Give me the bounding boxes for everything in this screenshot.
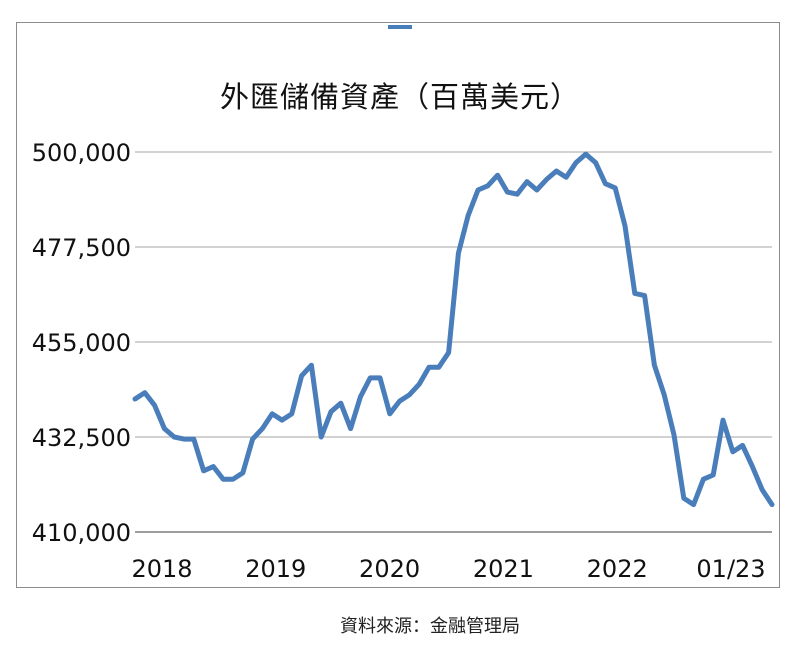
data-point — [407, 393, 411, 397]
data-point — [456, 251, 460, 255]
data-point — [368, 376, 372, 380]
data-point — [192, 437, 196, 441]
data-point — [260, 427, 264, 431]
data-point — [329, 410, 333, 414]
data-point — [633, 291, 637, 295]
x-tick-label: 2019 — [245, 555, 306, 583]
x-tick-label: 01/23 — [696, 555, 765, 583]
data-point — [574, 161, 578, 165]
data-point — [613, 186, 617, 190]
data-point — [603, 182, 607, 186]
data-point — [701, 477, 705, 481]
data-point — [711, 473, 715, 477]
chart-title: 外匯儲備資產（百萬美元） — [219, 80, 580, 114]
data-point — [525, 180, 529, 184]
series-line — [132, 151, 775, 508]
data-point — [172, 435, 176, 439]
data-point — [584, 152, 588, 156]
data-point — [594, 161, 598, 165]
legend-swatch — [388, 25, 412, 29]
data-point — [515, 192, 519, 196]
source-note: 資料來源：金融管理局 — [340, 616, 520, 637]
data-point — [417, 382, 421, 386]
y-tick-label: 477,500 — [32, 234, 131, 262]
data-point — [486, 184, 490, 188]
data-point — [447, 351, 451, 355]
data-point — [211, 465, 215, 469]
y-tick-label: 432,500 — [32, 424, 131, 452]
data-point — [535, 188, 539, 192]
data-point — [662, 393, 666, 397]
data-point — [564, 175, 568, 179]
data-point — [652, 363, 656, 367]
data-point — [623, 224, 627, 228]
x-axis-tick-labels: 2018 2019 2020 2021 2022 01/23 — [131, 555, 765, 583]
data-point — [692, 503, 696, 507]
data-point — [545, 177, 549, 181]
data-point — [388, 412, 392, 416]
data-point — [672, 433, 676, 437]
data-point — [270, 412, 274, 416]
data-point — [427, 365, 431, 369]
data-point — [437, 365, 441, 369]
legend — [0, 14, 800, 33]
data-point — [162, 427, 166, 431]
data-point — [300, 374, 304, 378]
data-point — [466, 213, 470, 217]
data-point — [643, 294, 647, 298]
data-point — [741, 443, 745, 447]
y-tick-label: 455,000 — [32, 329, 131, 357]
data-point — [760, 488, 764, 492]
x-tick-label: 2022 — [587, 555, 648, 583]
data-point — [143, 391, 147, 395]
data-point — [319, 435, 323, 439]
data-point — [398, 399, 402, 403]
data-point — [251, 437, 255, 441]
x-tick-label: 2021 — [473, 555, 534, 583]
data-point — [505, 190, 509, 194]
y-tick-label: 410,000 — [32, 519, 131, 547]
data-point — [476, 188, 480, 192]
y-tick-label: 500,000 — [32, 139, 131, 167]
data-point — [750, 465, 754, 469]
data-point — [378, 376, 382, 380]
data-point — [496, 173, 500, 177]
x-tick-label: 2020 — [359, 555, 420, 583]
chart-frame — [16, 22, 780, 588]
data-point — [241, 471, 245, 475]
y-axis-tick-labels: 410,000 432,500 455,000 477,500 500,000 — [32, 139, 131, 547]
data-point — [721, 418, 725, 422]
data-point — [731, 450, 735, 454]
data-point — [153, 403, 157, 407]
data-point — [339, 401, 343, 405]
data-point — [682, 496, 686, 500]
grid-lines — [135, 151, 772, 533]
data-point — [133, 397, 137, 401]
data-point — [349, 427, 353, 431]
data-point — [182, 437, 186, 441]
data-point — [280, 418, 284, 422]
data-point — [309, 363, 313, 367]
series-layer — [132, 151, 775, 508]
data-point — [231, 477, 235, 481]
data-point — [358, 395, 362, 399]
x-tick-label: 2018 — [131, 555, 192, 583]
data-point — [770, 503, 774, 507]
data-point — [290, 412, 294, 416]
data-point — [221, 477, 225, 481]
data-point — [202, 469, 206, 473]
data-point — [554, 169, 558, 173]
